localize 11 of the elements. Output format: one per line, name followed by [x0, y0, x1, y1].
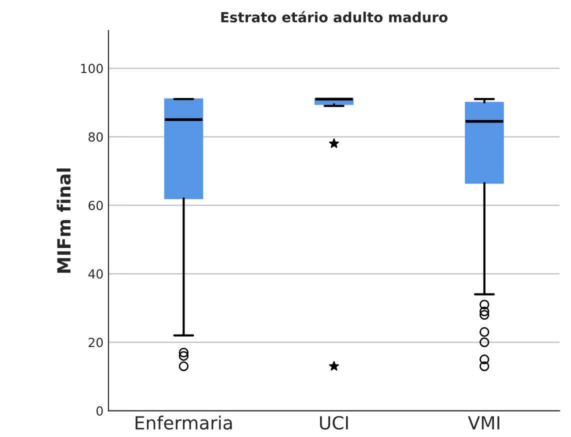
chart-title: Estrato etário adulto maduro — [221, 11, 448, 22]
y-tick-label: 0 — [96, 406, 103, 416]
y-axis-title: MIFm final — [56, 168, 71, 273]
y-tick-label: 20 — [88, 338, 103, 348]
y-tick-label: 60 — [88, 200, 103, 210]
x-tick-label: Enfermaria — [136, 416, 232, 430]
x-tick-label: UCI — [320, 416, 348, 430]
y-tick-label: 40 — [88, 269, 103, 279]
x-tick-label: VMI — [468, 416, 500, 430]
y-tick-label: 100 — [81, 64, 103, 74]
y-tick-label: 80 — [88, 132, 103, 142]
